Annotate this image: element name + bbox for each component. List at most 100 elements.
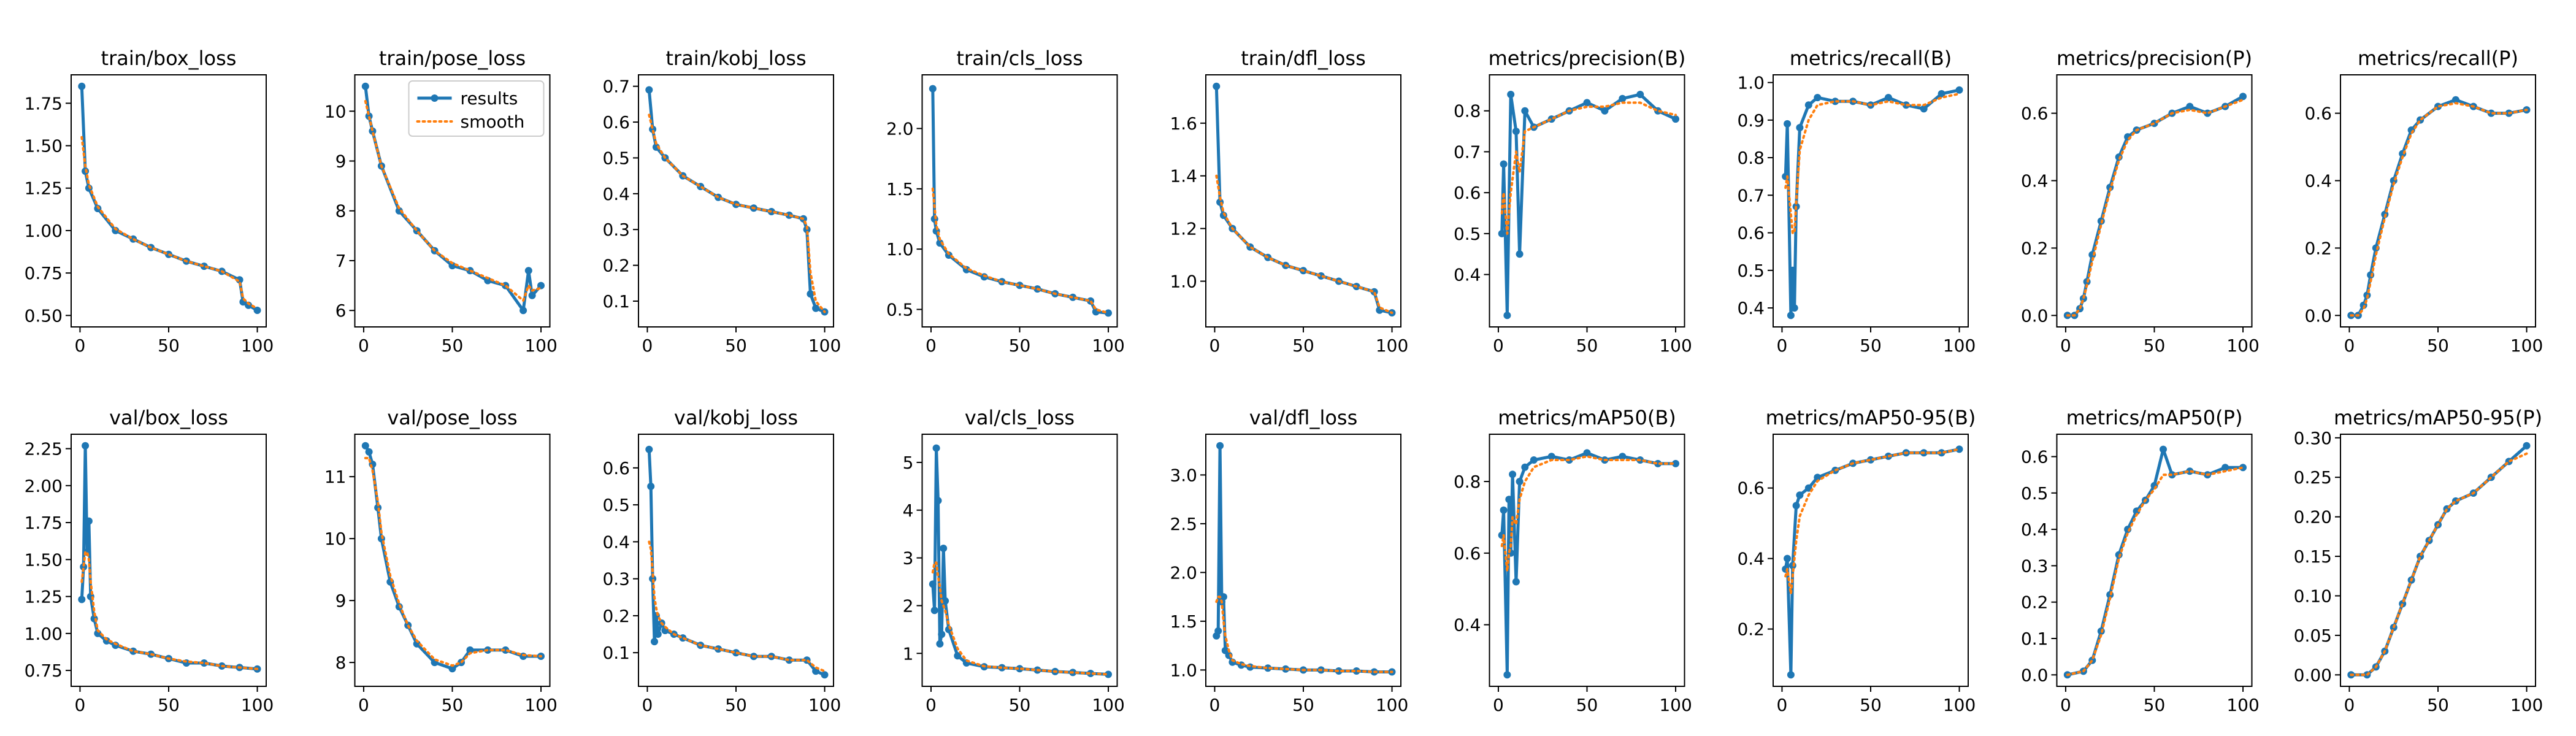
results-data-point xyxy=(652,143,660,151)
y-tick-label: 0.6 xyxy=(602,458,630,478)
x-tick-label: 0 xyxy=(926,335,937,356)
x-tick-label: 50 xyxy=(158,695,180,715)
x-tick-label: 0 xyxy=(2344,695,2355,715)
smooth-series-line xyxy=(364,100,542,302)
results-data-point xyxy=(1672,115,1679,123)
chart-panel: metrics/recall(B) 0 50 100 0.4 0.5 0.6 0.7 0.8 0.… xyxy=(1737,47,1976,356)
chart-title: train/dfl_loss xyxy=(1241,47,1366,70)
results-data-point xyxy=(1087,670,1095,677)
results-data-point xyxy=(365,448,373,456)
smooth-series-line xyxy=(648,113,826,313)
x-tick-label: 100 xyxy=(524,695,557,715)
y-tick-label: 3.0 xyxy=(1170,465,1197,485)
chart-title: val/cls_loss xyxy=(965,406,1075,429)
results-data-point xyxy=(1105,670,1112,678)
y-tick-label: 0.8 xyxy=(1454,472,1481,492)
legend-smooth-label: smooth xyxy=(461,112,525,132)
x-tick-label: 0 xyxy=(2344,335,2355,356)
y-tick-label: 0.30 xyxy=(2294,428,2332,448)
results-data-point xyxy=(938,631,946,638)
y-tick-label: 8 xyxy=(335,653,347,673)
y-tick-label: 0.7 xyxy=(1737,185,1765,205)
y-tick-label: 0.5 xyxy=(886,299,914,320)
results-data-point xyxy=(1884,94,1892,102)
y-tick-label: 1.2 xyxy=(1170,219,1197,239)
x-tick-label: 100 xyxy=(2510,335,2543,356)
results-data-point xyxy=(651,638,658,646)
y-tick-label: 0.0 xyxy=(2021,665,2049,685)
x-tick-label: 100 xyxy=(241,335,274,356)
y-tick-label: 0.0 xyxy=(2304,305,2332,326)
results-data-point xyxy=(519,307,527,315)
results-data-point xyxy=(936,239,944,247)
results-data-point xyxy=(929,580,937,588)
results-data-point xyxy=(528,291,536,299)
y-tick-label: 0.7 xyxy=(1454,142,1481,162)
y-tick-label: 0.6 xyxy=(2021,104,2049,124)
results-data-point xyxy=(2451,96,2459,104)
y-tick-label: 0.4 xyxy=(1454,265,1481,285)
results-data-point xyxy=(821,671,829,679)
results-data-point xyxy=(1920,105,1928,113)
y-tick-label: 1 xyxy=(903,643,914,664)
chart-title: train/box_loss xyxy=(101,47,237,70)
y-tick-label: 9 xyxy=(335,151,347,172)
chart-panel: metrics/mAP50-95(B) 0 50 100 0.2 0.4 0.6 xyxy=(1737,406,1976,715)
y-tick-label: 0.2 xyxy=(1737,619,1765,640)
results-data-point xyxy=(200,263,208,270)
y-tick-label: 0.6 xyxy=(2304,104,2332,124)
y-tick-label: 0.4 xyxy=(1737,549,1765,569)
y-tick-label: 0.4 xyxy=(2021,171,2049,191)
chart-title: metrics/precision(B) xyxy=(1489,47,1686,70)
results-data-point xyxy=(940,545,948,552)
y-tick-label: 1.75 xyxy=(25,93,63,113)
results-data-point xyxy=(1672,459,1679,467)
results-data-point xyxy=(647,483,655,490)
chart-title: metrics/mAP50(B) xyxy=(1498,406,1676,429)
results-data-point xyxy=(1016,282,1024,289)
results-data-point xyxy=(361,442,369,450)
x-tick-label: 100 xyxy=(1943,335,1976,356)
y-tick-label: 0.2 xyxy=(2021,592,2049,613)
results-data-point xyxy=(645,86,653,94)
chart-title: metrics/recall(B) xyxy=(1790,47,1952,70)
x-tick-label: 0 xyxy=(926,695,937,715)
y-tick-label: 0.10 xyxy=(2294,586,2332,606)
y-tick-label: 0.5 xyxy=(602,495,630,515)
x-tick-label: 50 xyxy=(1860,695,1882,715)
y-tick-label: 1.0 xyxy=(1170,271,1197,291)
x-tick-label: 100 xyxy=(1092,335,1124,356)
results-data-point xyxy=(1500,160,1508,168)
x-tick-label: 100 xyxy=(2226,335,2259,356)
y-tick-label: 1.5 xyxy=(886,179,914,199)
results-data-point xyxy=(1214,627,1222,635)
results-data-point xyxy=(1784,554,1792,562)
chart-panel: val/box_loss 0 50 100 0.75 1.00 1.25 1.50 1.75 2.… xyxy=(25,406,274,715)
smooth-series-line xyxy=(2066,98,2244,317)
y-tick-label: 1.50 xyxy=(25,550,63,570)
results-data-point xyxy=(1619,453,1627,461)
results-data-point xyxy=(1601,107,1609,115)
y-tick-label: 0.3 xyxy=(602,569,630,589)
x-tick-label: 100 xyxy=(524,335,557,356)
results-data-point xyxy=(1213,82,1221,90)
y-tick-label: 0.2 xyxy=(602,256,630,276)
results-data-point xyxy=(448,262,456,270)
x-tick-label: 100 xyxy=(241,695,274,715)
x-tick-label: 50 xyxy=(2144,335,2166,356)
results-data-point xyxy=(1521,107,1529,115)
chart-panel: train/pose_loss 0 50 100 6 7 8 9 10 results smooth xyxy=(324,47,558,356)
x-tick-label: 0 xyxy=(75,695,86,715)
x-tick-label: 0 xyxy=(2060,335,2071,356)
x-tick-label: 0 xyxy=(75,335,86,356)
results-data-point xyxy=(941,597,949,605)
y-tick-label: 1.75 xyxy=(25,513,63,533)
y-tick-label: 1.50 xyxy=(25,136,63,156)
results-data-point xyxy=(1521,463,1529,471)
y-tick-label: 0.8 xyxy=(1737,148,1765,168)
x-tick-label: 100 xyxy=(1659,335,1692,356)
x-tick-label: 100 xyxy=(808,695,841,715)
results-data-point xyxy=(2133,507,2141,515)
y-tick-label: 2 xyxy=(903,596,914,616)
results-data-point xyxy=(502,646,510,654)
